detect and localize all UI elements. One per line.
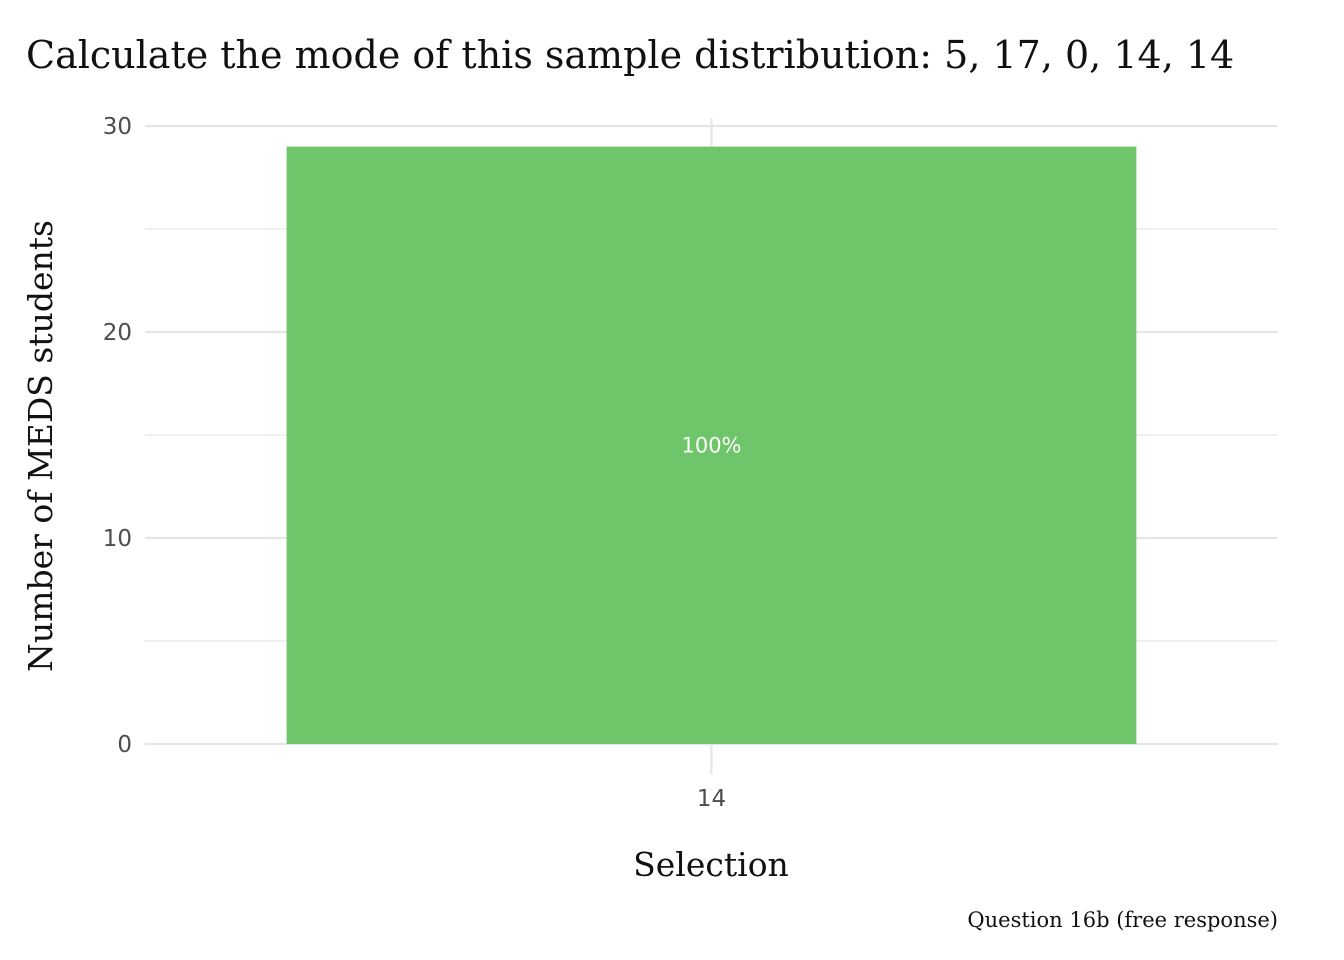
chart-title: Calculate the mode of this sample distri… <box>26 33 1234 77</box>
y-tick-label: 20 <box>103 320 132 346</box>
chart-caption: Question 16b (free response) <box>967 908 1278 932</box>
y-tick-label: 0 <box>117 732 132 758</box>
bar-data-label: 100% <box>681 433 741 457</box>
x-axis-title: Selection <box>633 845 789 884</box>
bars: 100% <box>286 146 1137 745</box>
y-tick-label: 30 <box>103 114 132 140</box>
bar <box>286 146 1137 745</box>
y-axis-title: Number of MEDS students <box>21 220 60 672</box>
tick-labels: 0 10 20 30 14 <box>103 114 726 812</box>
y-tick-label: 10 <box>103 526 132 552</box>
x-tick-label: 14 <box>697 786 726 812</box>
